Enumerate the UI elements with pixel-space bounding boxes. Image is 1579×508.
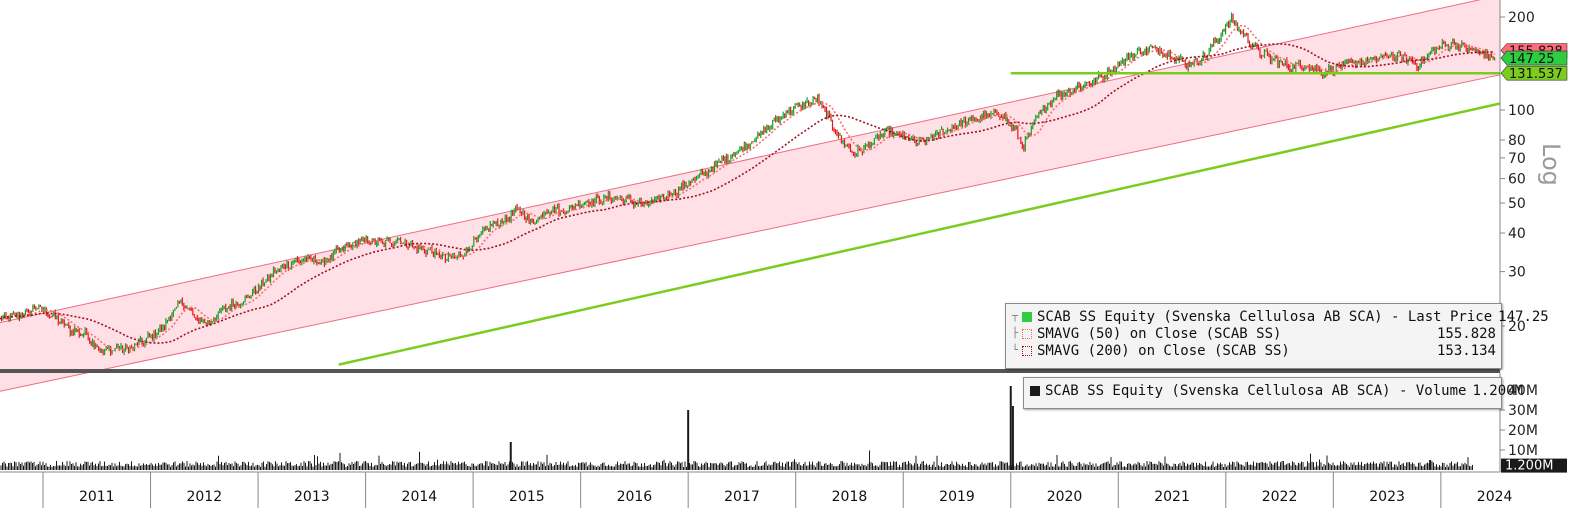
year-label: 2020 — [1047, 489, 1083, 505]
volume-legend[interactable]: SCAB SS Equity (Svenska Cellulosa AB SCA… — [1023, 377, 1523, 409]
legend-row-volume: SCAB SS Equity (Svenska Cellulosa AB SCA… — [1030, 382, 1523, 399]
legend-sma50-label: SMAVG (50) on Close (SCAB SS) — [1037, 325, 1282, 342]
price-tick-label: 100 — [1508, 103, 1535, 119]
year-label: 2017 — [724, 489, 760, 505]
support-price-tag: 131.537 — [1500, 65, 1568, 82]
support-price-tag-text: 131.537 — [1509, 67, 1563, 82]
legend-sma200-label: SMAVG (200) on Close (SCAB SS) — [1037, 342, 1290, 359]
channel-lower-line — [0, 74, 1501, 392]
price-tick-label: 200 — [1508, 10, 1535, 26]
year-label: 2022 — [1262, 489, 1298, 505]
volume-last-tag-shape — [1501, 458, 1567, 473]
price-tick-label: 20 — [1508, 319, 1526, 335]
year-label: 2016 — [617, 489, 653, 505]
volume-tick-label: 10M — [1508, 443, 1538, 459]
legend-last-price-value: 147.25 — [1498, 308, 1549, 325]
legend-row-sma50: ├ SMAVG (50) on Close (SCAB SS) 155.828 — [1012, 325, 1496, 342]
year-label: 2023 — [1369, 489, 1405, 505]
price-tick-label: 60 — [1508, 172, 1526, 188]
volume-last-tag: 1.200M — [1501, 458, 1567, 474]
legend-last-price-label: SCAB SS Equity (Svenska Cellulosa AB SCA… — [1037, 308, 1493, 325]
price-legend[interactable]: ┬ SCAB SS Equity (Svenska Cellulosa AB S… — [1005, 303, 1549, 369]
volume-tick-label: 30M — [1508, 403, 1538, 419]
volume-last-tag-text: 1.200M — [1505, 459, 1553, 474]
last-price-tag-text: 147.25 — [1509, 52, 1555, 67]
price-tick-label: 50 — [1508, 196, 1526, 212]
sma200-swatch-icon — [1022, 345, 1032, 356]
volume-tick-label: 20M — [1508, 423, 1538, 439]
year-label: 2012 — [186, 489, 222, 505]
sma50-line — [0, 24, 1495, 351]
price-tick-label: 70 — [1508, 151, 1526, 167]
legend-row-sma200: └ SMAVG (200) on Close (SCAB SS) 153.134 — [1012, 342, 1496, 359]
year-label: 2015 — [509, 489, 545, 505]
support-trend-line — [338, 102, 1501, 366]
price-tick-label: 30 — [1508, 265, 1526, 281]
last-price-swatch-icon — [1022, 311, 1032, 322]
price-tick-label: 40 — [1508, 226, 1526, 242]
price-panel — [0, 0, 1501, 392]
year-label: 2018 — [832, 489, 868, 505]
legend-volume-label: SCAB SS Equity (Svenska Cellulosa AB SCA… — [1045, 382, 1467, 399]
tick-layer: 20 30 40 50 60 70 80 100 200 40M 30M 20M 10M 2011 2012… — [42, 10, 1538, 508]
legend-tree-icon: ├ — [1012, 328, 1019, 339]
price-layer — [0, 12, 1496, 356]
year-label: 2011 — [79, 489, 115, 505]
volume-swatch-icon — [1030, 385, 1040, 396]
year-label: 2013 — [294, 489, 330, 505]
last-price-tag-shape — [1500, 50, 1568, 66]
year-label: 2024 — [1477, 489, 1513, 505]
support-price-tag-shape — [1500, 65, 1568, 81]
volume-tick-label: 40M — [1508, 383, 1538, 399]
sma200-line — [0, 43, 1495, 344]
ma-layer — [0, 24, 1495, 351]
legend-sma50-value: 155.828 — [1436, 325, 1496, 342]
legend-row-last-price: ┬ SCAB SS Equity (Svenska Cellulosa AB S… — [1012, 308, 1549, 325]
sma50-swatch-icon — [1022, 328, 1032, 339]
legend-volume-value: 1.200M — [1472, 382, 1524, 399]
last-price-tag: 147.25 — [1500, 50, 1568, 67]
panel-divider[interactable] — [0, 369, 1500, 373]
price-tick-label: 80 — [1508, 133, 1526, 149]
price-channel-band — [0, 0, 1500, 392]
year-label: 2019 — [939, 489, 975, 505]
support-layer — [338, 71, 1501, 366]
legend-tree-icon: ┬ — [1012, 311, 1019, 322]
log-scale-label[interactable]: Log — [1537, 143, 1565, 186]
channel-layer — [0, 0, 1501, 392]
legend-tree-icon: └ — [1012, 345, 1019, 356]
channel-upper-line — [0, 0, 1482, 324]
year-label: 2021 — [1154, 489, 1190, 505]
volume-panel — [0, 386, 1473, 470]
legend-sma200-value: 153.134 — [1436, 342, 1496, 359]
axes-layer: Log — [0, 0, 1565, 473]
year-label: 2014 — [402, 489, 438, 505]
